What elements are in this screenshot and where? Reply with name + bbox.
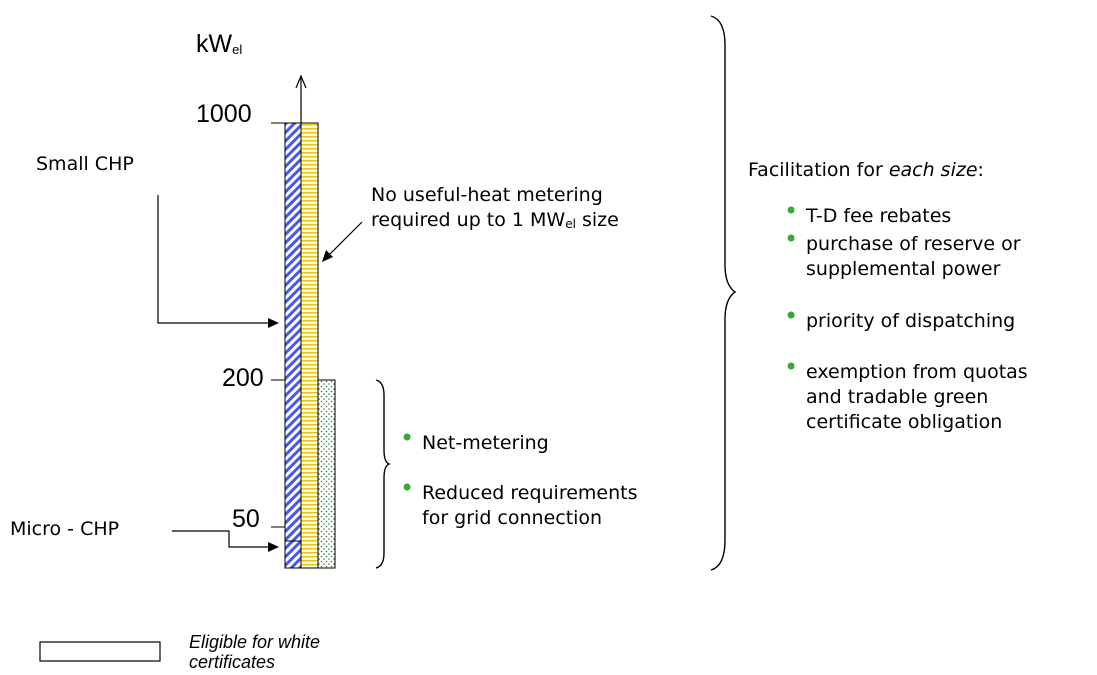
small-chp-connector: [157, 195, 268, 324]
micro-chp-arrowhead: [268, 542, 279, 552]
middle-list-item: • Net-metering: [400, 424, 549, 455]
net-metering-bar: [317, 379, 336, 569]
micro-chp-bar: [284, 540, 302, 569]
no-metering-arrowhead: [322, 250, 333, 262]
facilitation-item: • priority of dispatching: [784, 302, 1016, 333]
micro-chp-label: Micro - CHP: [10, 518, 120, 540]
tick-label-50: 50: [232, 505, 260, 533]
small-chp-bar: [284, 122, 302, 569]
facilitation-title: Facilitation for each size:: [748, 159, 984, 181]
small-chp-label: Small CHP: [36, 153, 134, 175]
bullet-dot: •: [784, 302, 799, 330]
no-metering-pointer: [326, 221, 363, 258]
legend-box: [39, 641, 161, 662]
bullet-dot: •: [784, 197, 799, 225]
small-chp-arrowhead: [268, 318, 279, 328]
micro-chp-connector: [172, 530, 268, 548]
facilitation-item: • purchase of reserve or supplemental po…: [784, 225, 1021, 281]
axis-unit-label: kWel: [196, 30, 243, 58]
bullet-dot: •: [400, 424, 415, 452]
tick-label-200: 200: [222, 364, 264, 392]
facilitation-item: • exemption from quotas and tradable gre…: [784, 353, 1028, 434]
facilitation-item: • T-D fee rebates: [784, 197, 952, 228]
legend-label: Eligible for white certificates: [189, 632, 321, 672]
bullet-dot: •: [784, 225, 799, 253]
bullet-dot: •: [400, 474, 415, 502]
tick-label-1000: 1000: [196, 100, 252, 128]
middle-list-item: • Reduced requirements for grid connecti…: [400, 474, 638, 530]
no-heat-metering-bar: [300, 122, 319, 569]
bullet-dot: •: [784, 353, 799, 381]
facilitation-brace: [710, 15, 737, 571]
y-axis-arrow: [295, 74, 307, 89]
net-metering-brace: [375, 379, 391, 569]
no-metering-label: No useful-heat metering required up to 1…: [371, 184, 619, 231]
